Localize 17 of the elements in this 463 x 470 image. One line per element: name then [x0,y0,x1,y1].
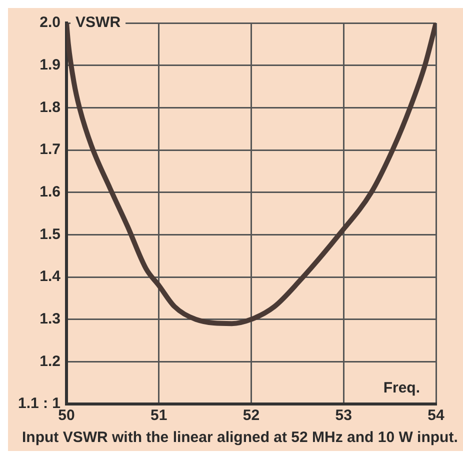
x-tick-label: 54 [428,407,445,424]
x-axis-title: Freq. [383,380,420,397]
x-tick-label: 53 [335,407,352,424]
text: Input VSWR with the linear aligned at 52 MHz and 10 W input. [21,428,459,448]
x-tick-label: 50 [58,407,75,424]
y-tick-label: 1.3 [40,310,61,328]
x-tick-label: 51 [150,407,168,424]
y-axis-title: VSWR [76,14,121,32]
y-tick-label: 1.6 [40,183,61,200]
y-tick-label: 1.2 [40,352,61,370]
y-tick-label: 1.5 [40,226,61,243]
y-tick-label: 1.4 [40,268,62,286]
x-tick-label: 52 [242,407,260,424]
y-tick-label: 1.8 [40,98,61,116]
y-tick-label: 1.9 [40,56,61,74]
y-tick-label: 1.7 [40,141,61,158]
y-tick-label: 2.0 [40,14,61,32]
